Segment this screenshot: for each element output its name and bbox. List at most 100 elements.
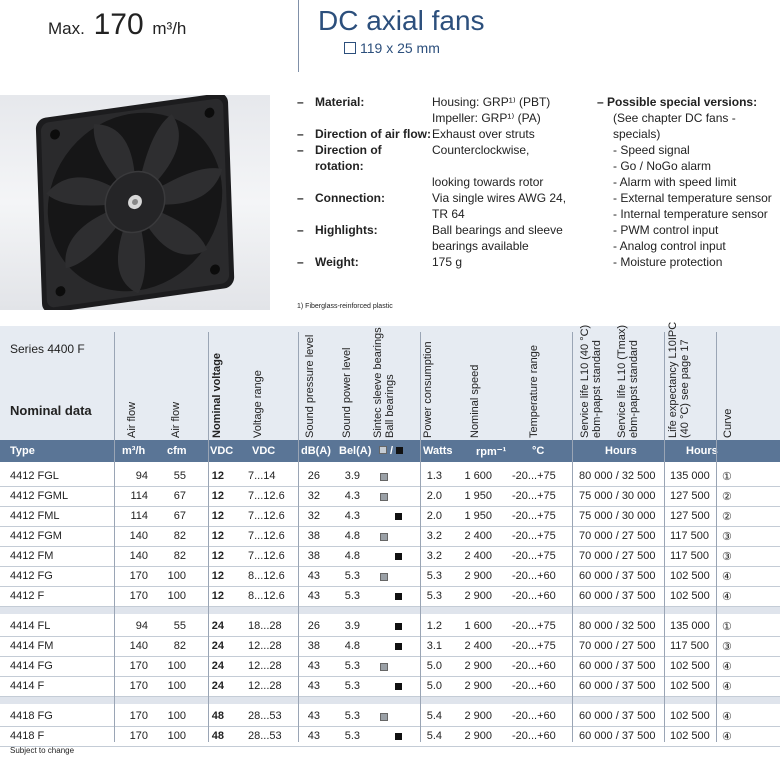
cell-m3h: 114 bbox=[130, 490, 148, 502]
cell-cfm: 55 bbox=[173, 620, 186, 632]
row-divider bbox=[0, 636, 780, 637]
unit-label: VDC bbox=[210, 445, 234, 457]
column-title: ebm-papst standard bbox=[628, 340, 640, 438]
material-footnote: 1) Fiberglass-reinforced plastic bbox=[297, 303, 393, 310]
column-divider bbox=[664, 332, 665, 742]
unit-label: dB(A) bbox=[301, 445, 331, 457]
cell-dba: 43 bbox=[307, 710, 320, 722]
max-unit: m³/h bbox=[152, 19, 187, 38]
cell-dba: 26 bbox=[307, 620, 320, 632]
cell-rpm: 2 900 bbox=[464, 590, 492, 602]
dash: – bbox=[297, 223, 304, 237]
cell-cfm: 55 bbox=[173, 470, 186, 482]
cell-dba: 38 bbox=[307, 640, 320, 652]
cell-bel: 5.3 bbox=[344, 590, 360, 602]
spec-row: TR 64 bbox=[297, 206, 582, 222]
special-title: Possible special versions: bbox=[607, 95, 758, 109]
column-title: Service life L10 (40 °C) bbox=[579, 324, 591, 438]
cell-life: 75 000 / 30 000 bbox=[579, 490, 656, 502]
sleeve-bearing-icon bbox=[380, 663, 388, 671]
cell-m3h: 94 bbox=[135, 470, 148, 482]
cell-m3h: 114 bbox=[130, 510, 148, 522]
cell-life: 80 000 / 32 500 bbox=[579, 620, 656, 632]
page-title: DC axial fans bbox=[318, 5, 485, 36]
ball-bearing-icon bbox=[395, 513, 402, 520]
column-title: (40 °C) see page 17 bbox=[679, 339, 691, 438]
row-divider bbox=[0, 726, 780, 727]
cell-m3h: 140 bbox=[129, 640, 148, 652]
max-value: 170 bbox=[93, 8, 144, 41]
cell-vdc: 12 bbox=[211, 510, 224, 522]
sleeve-bearing-icon bbox=[380, 573, 388, 581]
cell-vdc: 24 bbox=[211, 660, 224, 672]
cell-ipc: 102 500 bbox=[670, 710, 710, 722]
unit-label: Type bbox=[10, 445, 35, 457]
spec-value: Via single wires AWG 24, bbox=[432, 191, 567, 205]
table-row: 4414 FG 170 100 24 12...28 43 5.3 5.0 2 900 -20..… bbox=[0, 656, 780, 676]
cell-ipc: 102 500 bbox=[670, 730, 710, 742]
cell-temp: -20...+60 bbox=[512, 710, 556, 722]
special-items: - Speed signal - Go / NoGo alarm - Alarm w… bbox=[597, 142, 780, 270]
cell-temp: -20...+75 bbox=[512, 490, 556, 502]
cell-watts: 5.4 bbox=[426, 710, 442, 722]
spec-label: Highlights: bbox=[315, 223, 378, 237]
unit-label: Hours bbox=[686, 445, 718, 457]
cell-range: 28...53 bbox=[248, 730, 282, 742]
cell-vdc: 24 bbox=[211, 620, 224, 632]
cell-type: 4412 FM bbox=[10, 550, 54, 562]
cell-watts: 5.4 bbox=[426, 730, 442, 742]
cell-bel: 4.8 bbox=[344, 640, 360, 652]
table-header bbox=[0, 326, 780, 440]
ball-bearing-icon bbox=[395, 553, 402, 560]
special-item: - External temperature sensor bbox=[613, 191, 772, 205]
special-versions: – Possible special versions: (See chapte… bbox=[597, 94, 780, 270]
cell-curve: ④ bbox=[722, 661, 732, 673]
cell-m3h: 140 bbox=[129, 530, 148, 542]
cell-life: 60 000 / 37 500 bbox=[579, 730, 656, 742]
cell-range: 7...12.6 bbox=[248, 490, 285, 502]
spec-value: Exhaust over struts bbox=[432, 127, 535, 141]
cell-curve: ④ bbox=[722, 731, 732, 743]
cell-ipc: 135 000 bbox=[670, 620, 710, 632]
table-row: 4418 FG 170 100 48 28...53 43 5.3 5.4 2 900 -20..… bbox=[0, 706, 780, 726]
unit-label: m³/h bbox=[122, 445, 146, 457]
cell-cfm: 100 bbox=[167, 710, 186, 722]
row-divider bbox=[0, 696, 780, 697]
cell-curve: ④ bbox=[722, 591, 732, 603]
sleeve-bearing-icon bbox=[380, 713, 388, 721]
special-item: - Go / NoGo alarm bbox=[613, 159, 712, 173]
spec-row: looking towards rotor bbox=[297, 174, 582, 190]
cell-life: 60 000 / 37 500 bbox=[579, 660, 656, 672]
column-title: Service life L10 (Tmax) bbox=[616, 324, 628, 438]
column-title: Nominal speed bbox=[469, 364, 481, 438]
column-title: Sound power level bbox=[341, 347, 353, 438]
cell-life: 75 000 / 30 000 bbox=[579, 510, 656, 522]
spec-label bbox=[315, 110, 432, 126]
cell-rpm: 2 900 bbox=[464, 680, 492, 692]
row-divider bbox=[0, 566, 780, 567]
row-divider bbox=[0, 486, 780, 487]
cell-ipc: 117 500 bbox=[670, 550, 709, 562]
dash: – bbox=[597, 95, 608, 109]
cell-dba: 38 bbox=[307, 550, 320, 562]
cell-type: 4412 F bbox=[10, 590, 45, 602]
cell-curve: ② bbox=[722, 491, 732, 503]
fan-photo bbox=[0, 95, 270, 310]
cell-temp: -20...+75 bbox=[512, 620, 556, 632]
unit-label: cfm bbox=[167, 445, 187, 457]
column-title: Ball bearings bbox=[384, 374, 396, 438]
cell-dba: 43 bbox=[307, 730, 320, 742]
cell-ipc: 127 500 bbox=[670, 490, 710, 502]
row-divider bbox=[0, 746, 780, 747]
cell-type: 4412 FGL bbox=[10, 470, 59, 482]
cell-vdc: 48 bbox=[211, 710, 224, 722]
spec-label: Direction of rotation: bbox=[315, 143, 382, 173]
cell-m3h: 170 bbox=[129, 570, 148, 582]
cell-life: 80 000 / 32 500 bbox=[579, 470, 656, 482]
cell-vdc: 12 bbox=[211, 470, 224, 482]
spec-value: Ball bearings and sleeve bbox=[432, 223, 563, 237]
cell-type: 4414 FL bbox=[10, 620, 51, 632]
row-divider bbox=[0, 676, 780, 677]
row-divider bbox=[0, 606, 780, 607]
row-divider bbox=[0, 656, 780, 657]
